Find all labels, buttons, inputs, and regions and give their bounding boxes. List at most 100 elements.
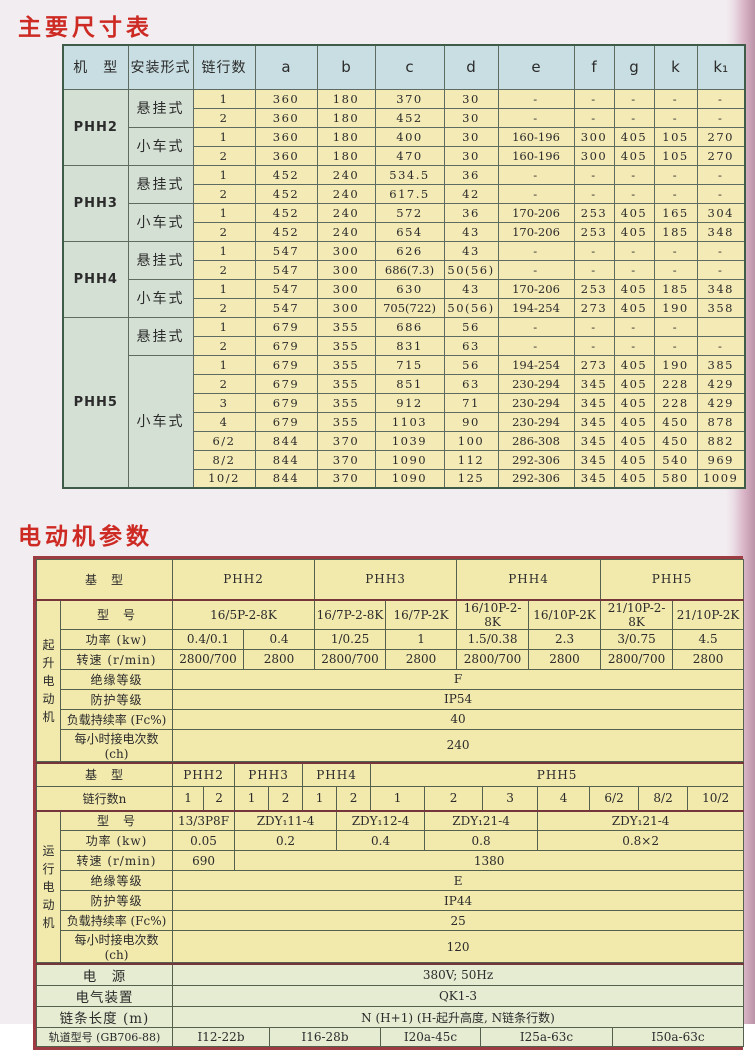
motor-param-row: 负载持续率 (Fc%) 25 bbox=[37, 910, 745, 931]
param-value-cell: IP44 bbox=[172, 890, 745, 911]
dim-value-cell: 547 bbox=[254, 240, 318, 261]
common-param-label: 电气装置 bbox=[36, 985, 173, 1007]
dim-table-row: 2 679 355 851 63 230-294 345 405 228 429 bbox=[63, 373, 746, 394]
param-row-label: 负载持续率 (Fc%) bbox=[59, 708, 174, 730]
param-row-label: 转速 (r/min) bbox=[59, 850, 174, 871]
dim-value-cell: 355 bbox=[316, 392, 376, 413]
dim-value-cell: - bbox=[613, 183, 655, 204]
motor-param-row: 每小时接电次数 (ch) 240 bbox=[37, 728, 745, 762]
param-row-label: 绝缘等级 bbox=[59, 870, 174, 891]
dim-value-cell: 1 bbox=[192, 354, 256, 375]
dim-value-cell: 230-294 bbox=[497, 392, 575, 413]
model-cell: PHH3 bbox=[62, 164, 129, 242]
dim-value-cell: - bbox=[497, 259, 575, 280]
dim-value-cell: 36 bbox=[443, 202, 499, 223]
chain-falls-cell: 3 bbox=[482, 786, 539, 812]
dim-value-cell: 230-294 bbox=[497, 411, 575, 432]
dim-value-cell: 170-206 bbox=[497, 278, 575, 299]
dim-value-cell: 355 bbox=[316, 335, 376, 356]
dim-value-cell: 30 bbox=[443, 126, 499, 147]
base-model-cell: PHH5 bbox=[600, 559, 745, 601]
param-value-cell: 2800 bbox=[385, 648, 458, 670]
dim-value-cell: - bbox=[696, 107, 746, 128]
chain-falls-cell: 1 bbox=[370, 786, 426, 812]
dim-value-cell: - bbox=[573, 240, 615, 261]
chain-falls-cell: 2 bbox=[424, 786, 484, 812]
dim-value-cell: 831 bbox=[374, 335, 445, 356]
hoist-motor-section: 基 型 PHH2 PHH3 PHH4 PHH5 起 升 电 动 机型 号 16/5P-2-8… bbox=[35, 559, 745, 762]
motor-param-row: 防护等级 IP44 bbox=[37, 890, 745, 911]
dim-value-cell: 360 bbox=[254, 145, 318, 166]
travel-motor-section: 基 型 PHH2 PHH3 PHH4 PHH5 链行数n 1 2 1 2 1 2 1 2 3 4 6/2 8/2 1… bbox=[35, 761, 745, 963]
param-value-cell: 690 bbox=[172, 850, 236, 871]
dim-value-cell: 36 bbox=[443, 164, 499, 185]
dim-value-cell: 2 bbox=[192, 373, 256, 394]
dim-value-cell: 405 bbox=[613, 449, 655, 470]
dim-value-cell: 360 bbox=[254, 126, 318, 147]
mount-type-cell: 小车式 bbox=[127, 126, 194, 166]
param-value-cell: ZDY₁21-4 bbox=[537, 810, 745, 831]
common-param-value: I12-22b bbox=[172, 1027, 270, 1047]
param-value-cell: 240 bbox=[172, 728, 745, 762]
dim-value-cell: 1090 bbox=[374, 449, 445, 470]
dim-value-cell: 30 bbox=[443, 145, 499, 166]
dim-value-cell: 160-196 bbox=[497, 126, 575, 147]
dim-value-cell: 405 bbox=[613, 202, 655, 223]
param-value-cell: 40 bbox=[172, 708, 745, 730]
common-param-value: I25a-63c bbox=[480, 1027, 613, 1047]
dim-value-cell: 534.5 bbox=[374, 164, 445, 185]
common-param-row: 轨道型号 (GB706-88) I12-22b I16-28b I20a-45c I25… bbox=[36, 1027, 745, 1047]
dim-value-cell: 2 bbox=[192, 145, 256, 166]
param-value-cell: 21/10P-2-8K bbox=[600, 599, 674, 630]
dim-value-cell: 43 bbox=[443, 278, 499, 299]
dim-column-header: 机 型 bbox=[62, 44, 129, 90]
dim-value-cell: 42 bbox=[443, 183, 499, 204]
base-model-header-row: 基 型 PHH2 PHH3 PHH4 PHH5 bbox=[35, 762, 745, 787]
dim-table-row: 2 360 180 452 30- - - - - bbox=[63, 107, 746, 128]
dim-column-header: e bbox=[497, 44, 575, 90]
dim-value-cell: 405 bbox=[613, 354, 655, 375]
dim-value-cell: - bbox=[497, 107, 575, 128]
dim-value-cell: 1 bbox=[192, 202, 256, 223]
motor-table-title: 电动机参数 bbox=[18, 524, 153, 550]
param-value-cell: 2800/700 bbox=[600, 648, 674, 670]
dim-value-cell: 429 bbox=[696, 392, 746, 413]
dim-value-cell: 273 bbox=[573, 354, 615, 375]
dim-value-cell: 844 bbox=[254, 449, 318, 470]
dim-value-cell: - bbox=[653, 259, 698, 280]
dim-value-cell: 194-254 bbox=[497, 297, 575, 318]
dim-value-cell: 194-254 bbox=[497, 354, 575, 375]
dim-value-cell: 405 bbox=[613, 145, 655, 166]
dim-value-cell: 112 bbox=[443, 449, 499, 470]
dim-value-cell: - bbox=[573, 164, 615, 185]
dim-value-cell: 6/2 bbox=[192, 430, 256, 451]
dim-value-cell: 450 bbox=[653, 411, 698, 432]
param-value-cell: 16/7P-2K bbox=[385, 599, 458, 630]
dim-value-cell: 450 bbox=[653, 430, 698, 451]
dim-value-cell: 405 bbox=[613, 468, 655, 489]
dim-value-cell: 286-308 bbox=[497, 430, 575, 451]
motor-param-row: 功率 (kw) 0.05 0.2 0.4 0.8 0.8×2 bbox=[37, 830, 745, 851]
dim-table-row: PHH4 悬挂式 1 547 300 626 43- - - - - bbox=[62, 240, 746, 318]
model-cell: PHH5 bbox=[62, 316, 129, 489]
dim-table-row: 2 547 300 705(722) 50(56) 194-254 273 405 190 358 bbox=[63, 297, 746, 318]
param-value-cell: 1 bbox=[385, 628, 458, 650]
mount-type-cell: 悬挂式 bbox=[127, 88, 194, 128]
dim-value-cell: 56 bbox=[443, 354, 499, 375]
dim-value-cell: 105 bbox=[653, 126, 698, 147]
dim-value-cell: 190 bbox=[653, 354, 698, 375]
chain-falls-cell: 1 bbox=[302, 786, 338, 812]
dim-value-cell: 370 bbox=[316, 468, 376, 489]
dim-value-cell: 240 bbox=[316, 183, 376, 204]
param-value-cell: 13/3P8F bbox=[172, 810, 236, 831]
dim-value-cell: 10/2 bbox=[192, 468, 256, 489]
dim-column-header: d bbox=[443, 44, 499, 90]
motor-param-row: 运 行 电 动 机型 号 13/3P8F ZDY₁11-4 ZDY₁12-4 ZDY₁2… bbox=[36, 810, 745, 963]
param-row-label: 转速 (r/min) bbox=[59, 648, 174, 670]
dim-value-cell: - bbox=[696, 259, 746, 280]
dim-value-cell: 452 bbox=[254, 202, 318, 223]
dim-value-cell: 580 bbox=[653, 468, 698, 489]
dim-value-cell: 185 bbox=[653, 221, 698, 242]
base-model-header-row: 基 型 PHH2 PHH3 PHH4 PHH5 bbox=[35, 559, 745, 601]
